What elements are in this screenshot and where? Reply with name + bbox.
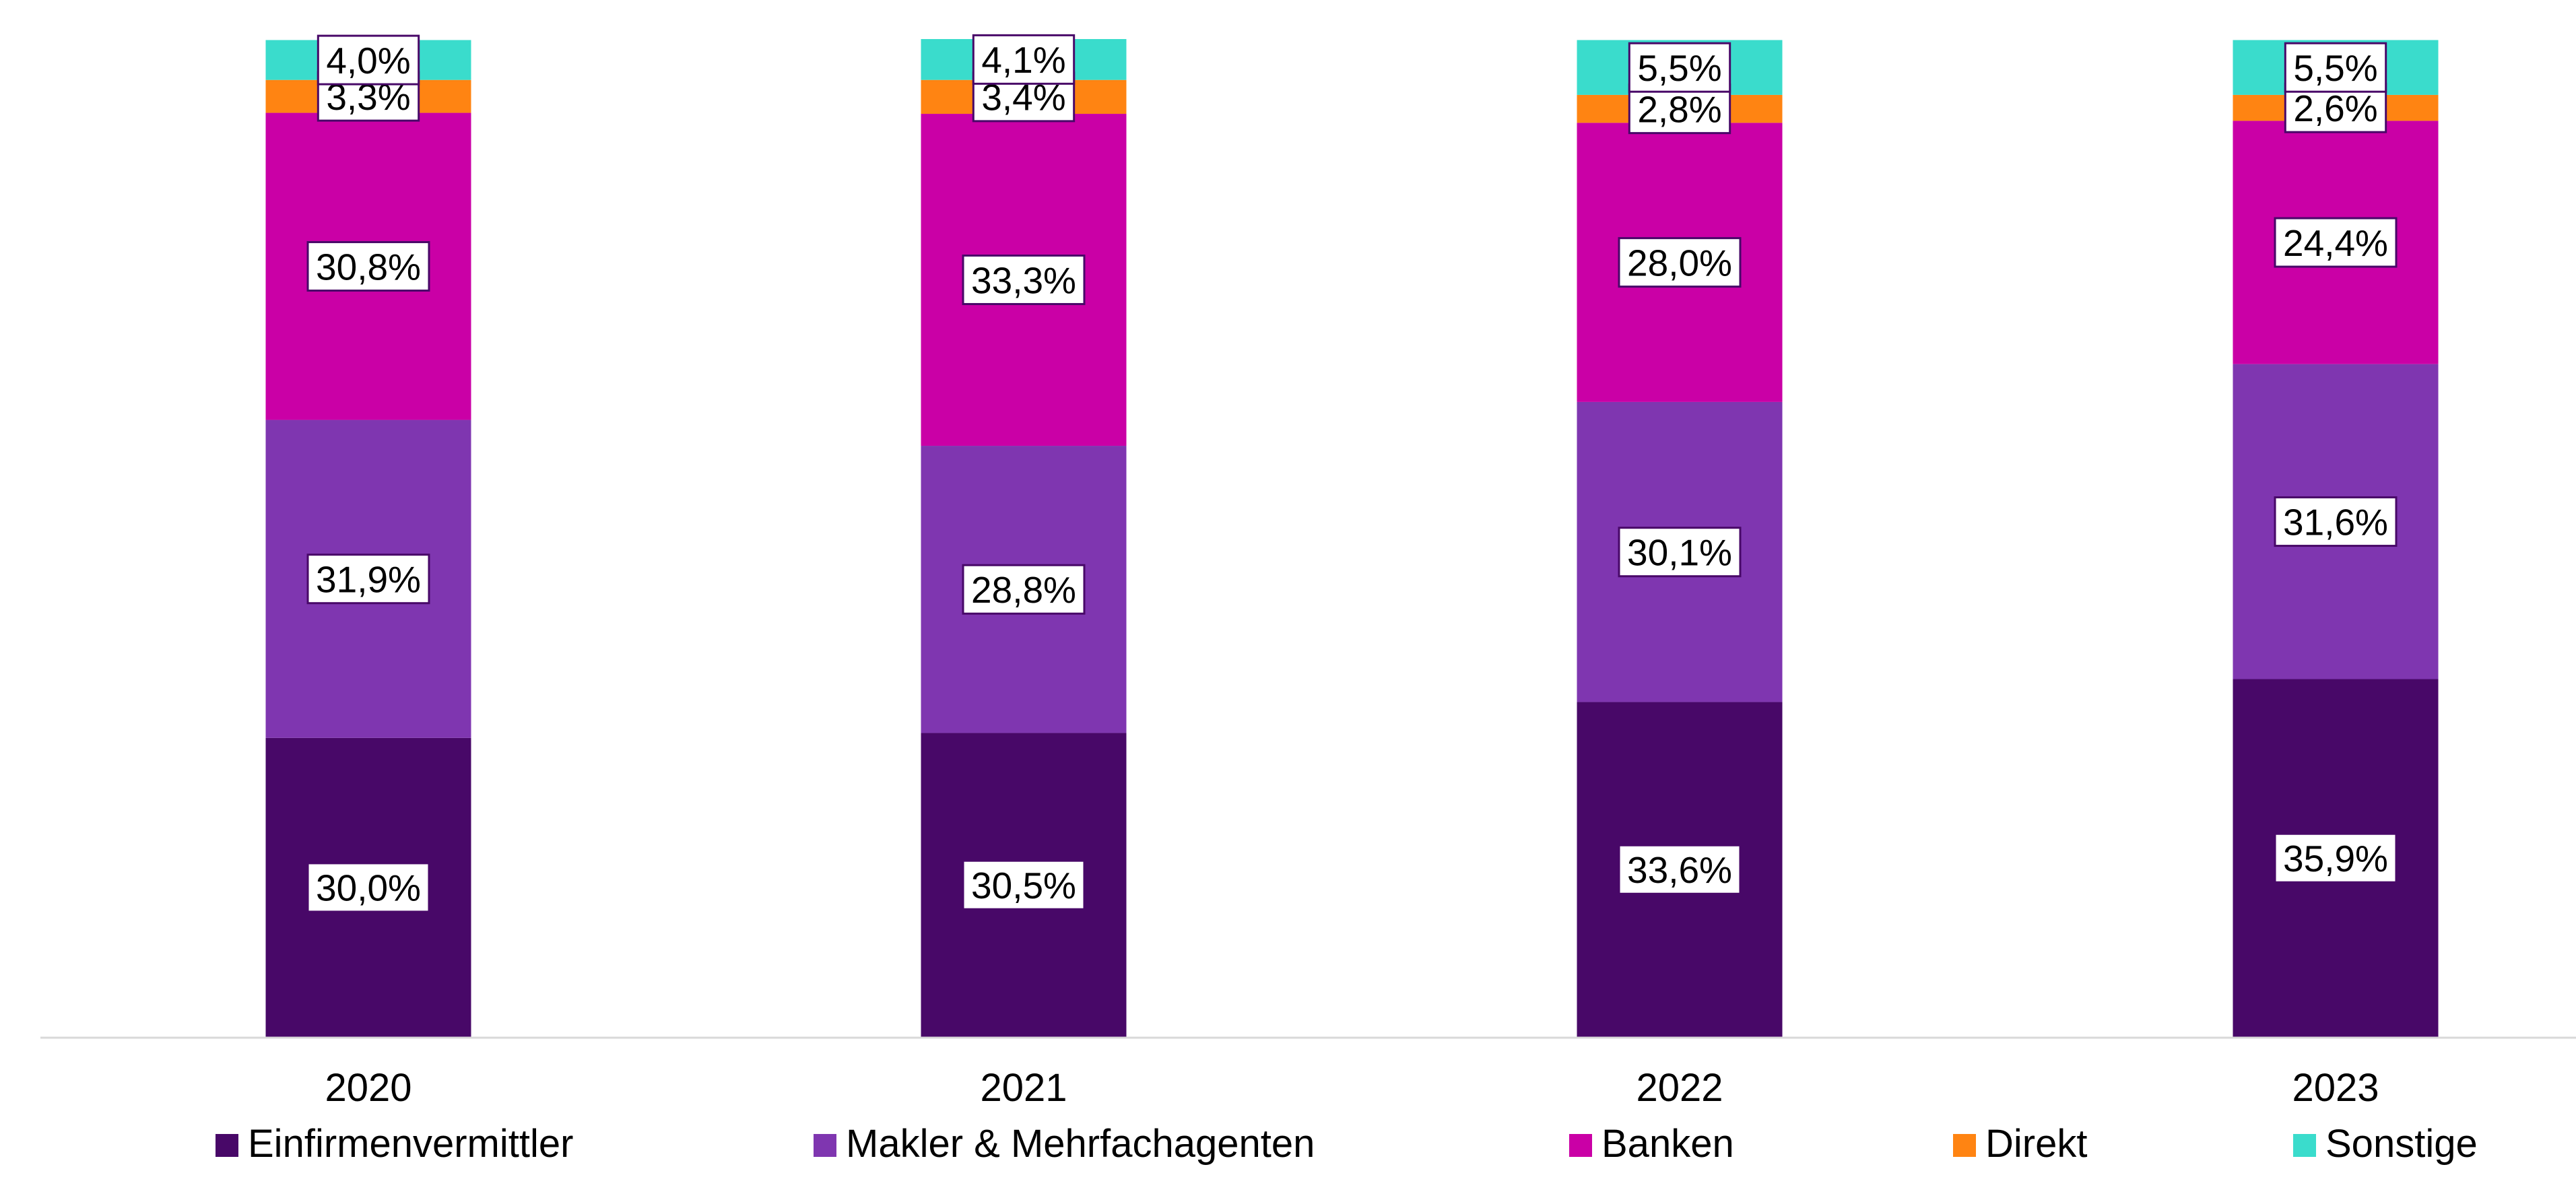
x-axis-tick-labels: 2020 2021 2022 2023 xyxy=(325,1066,2379,1110)
data-label-text: 2,8% xyxy=(1637,88,1721,130)
data-label-text: 30,1% xyxy=(1627,532,1732,574)
data-label-box xyxy=(1618,237,1742,288)
legend-swatch xyxy=(814,1134,836,1157)
data-label-einfirmenvermittler-2020: 30,0% xyxy=(306,862,430,913)
data-label-box xyxy=(306,862,430,913)
legend-item-direkt: Direkt xyxy=(1953,1122,2087,1166)
data-label-text: 33,6% xyxy=(1627,849,1732,891)
data-label-box xyxy=(2284,42,2387,93)
data-label-text: 2,6% xyxy=(2293,88,2377,129)
data-label-text: 5,5% xyxy=(2293,47,2377,89)
data-label-box xyxy=(962,564,1086,615)
x-tick-label-2020: 2020 xyxy=(325,1066,411,1110)
data-label-text: 31,9% xyxy=(316,559,421,601)
data-label-box xyxy=(317,34,420,86)
x-tick-label-2021: 2021 xyxy=(980,1066,1067,1110)
data-label-einfirmenvermittler-2021: 30,5% xyxy=(962,859,1086,910)
data-label-einfirmenvermittler-2023: 35,9% xyxy=(2274,832,2398,883)
bars-layer xyxy=(265,39,2439,1037)
data-label-text: 35,9% xyxy=(2283,838,2388,879)
legend-label: Direkt xyxy=(1985,1122,2087,1166)
data-label-banken-2022: 28,0% xyxy=(1618,237,1742,288)
legend-label: Banken xyxy=(1601,1122,1734,1166)
data-label-box xyxy=(306,241,430,292)
data-label-box xyxy=(962,255,1086,306)
data-label-direkt-2023: 2,6% xyxy=(2284,82,2387,133)
data-label-makler-and-mehrfachagenten-2021: 28,8% xyxy=(962,564,1086,615)
data-label-text: 30,8% xyxy=(316,246,421,288)
data-label-sonstige-2021: 4,1% xyxy=(972,34,1076,85)
x-tick-label-2023: 2023 xyxy=(2292,1066,2379,1110)
data-label-text: 30,5% xyxy=(971,865,1076,906)
legend-label: Einfirmenvermittler xyxy=(248,1122,573,1166)
legend-item-banken: Banken xyxy=(1569,1122,1734,1166)
legend-swatch xyxy=(216,1134,238,1157)
data-label-box xyxy=(2274,217,2398,268)
data-label-sonstige-2022: 5,5% xyxy=(1628,42,1731,93)
data-label-sonstige-2023: 5,5% xyxy=(2284,42,2387,93)
x-tick-label-2022: 2022 xyxy=(1636,1066,1723,1110)
data-label-text: 24,4% xyxy=(2283,222,2388,264)
data-label-text: 28,8% xyxy=(971,569,1076,611)
legend-item-sonstige: Sonstige xyxy=(2293,1122,2478,1166)
data-label-makler-and-mehrfachagenten-2023: 31,6% xyxy=(2274,496,2398,547)
data-label-text: 4,0% xyxy=(326,40,410,81)
data-label-box xyxy=(972,34,1076,85)
data-labels-layer: 30,0%31,9%30,8%3,3%4,0%30,5%28,8%33,3%3,… xyxy=(306,34,2398,913)
legend-label: Sonstige xyxy=(2325,1122,2478,1166)
legend-item-makler-and-mehrfachagenten: Makler & Mehrfachagenten xyxy=(814,1122,1315,1166)
data-label-box xyxy=(1628,42,1731,93)
data-label-banken-2023: 24,4% xyxy=(2274,217,2398,268)
legend-label: Makler & Mehrfachagenten xyxy=(846,1122,1315,1166)
data-label-makler-and-mehrfachagenten-2022: 30,1% xyxy=(1618,527,1742,578)
data-label-box xyxy=(2274,832,2398,883)
data-label-sonstige-2020: 4,0% xyxy=(317,34,420,86)
data-label-text: 5,5% xyxy=(1637,47,1721,89)
data-label-box xyxy=(1618,844,1742,895)
data-label-text: 31,6% xyxy=(2283,501,2388,543)
data-label-einfirmenvermittler-2022: 33,6% xyxy=(1618,844,1742,895)
data-label-text: 28,0% xyxy=(1627,242,1732,283)
data-label-text: 4,1% xyxy=(981,39,1065,81)
data-label-text: 30,0% xyxy=(316,867,421,909)
data-label-makler-and-mehrfachagenten-2020: 31,9% xyxy=(306,554,430,605)
legend-item-einfirmenvermittler: Einfirmenvermittler xyxy=(216,1122,573,1166)
data-label-box xyxy=(1618,527,1742,578)
data-label-banken-2021: 33,3% xyxy=(962,255,1086,306)
legend-swatch xyxy=(1953,1134,1976,1157)
data-label-box xyxy=(306,554,430,605)
legend-swatch xyxy=(1569,1134,1592,1157)
data-label-box xyxy=(962,859,1086,910)
legend-swatch xyxy=(2293,1134,2316,1157)
data-label-banken-2020: 30,8% xyxy=(306,241,430,292)
data-label-text: 33,3% xyxy=(971,259,1076,301)
data-label-box xyxy=(2274,496,2398,547)
legend: Einfirmenvermittler Makler & Mehrfachagen… xyxy=(216,1122,2478,1166)
